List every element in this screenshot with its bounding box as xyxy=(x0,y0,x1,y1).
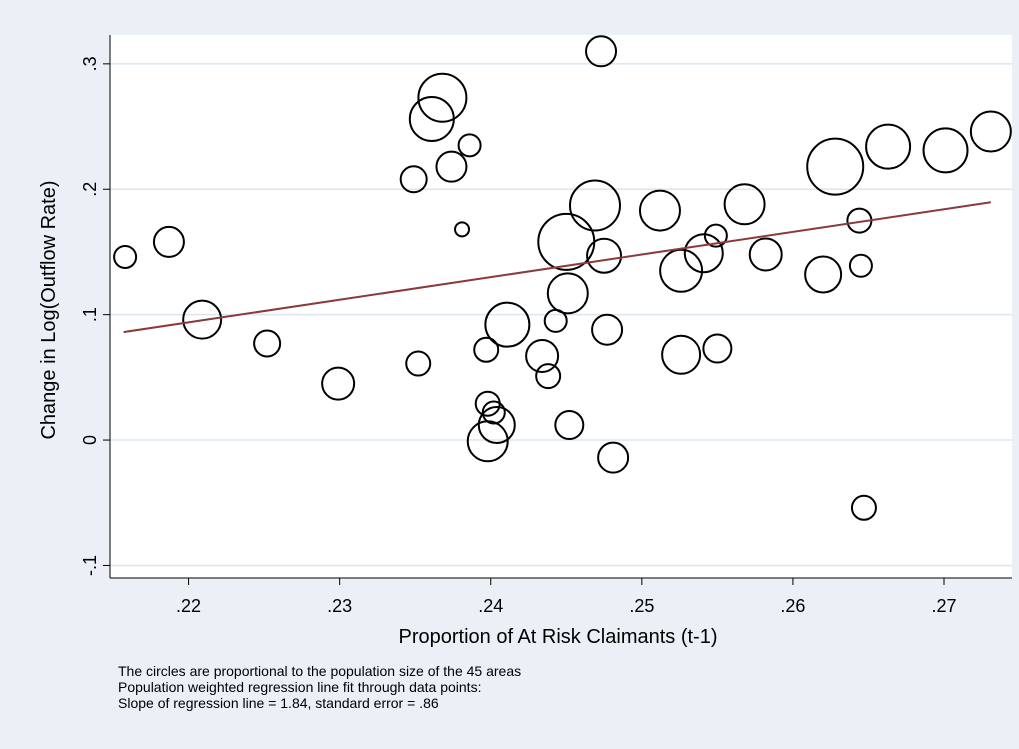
x-tick-label: .27 xyxy=(931,596,956,616)
bubble xyxy=(473,336,500,363)
bubble xyxy=(454,221,471,238)
y-tick-label: -.1 xyxy=(80,555,100,576)
x-tick-label: .22 xyxy=(176,596,201,616)
x-axis-title: Proportion of At Risk Claimants (t-1) xyxy=(399,626,718,648)
bubble xyxy=(546,272,589,315)
bubble xyxy=(804,255,843,294)
bubble xyxy=(399,165,428,194)
bubble xyxy=(865,123,912,170)
bubble xyxy=(321,366,356,401)
plot-area xyxy=(110,35,1012,578)
bubble xyxy=(253,329,282,358)
bubble xyxy=(591,313,624,346)
bubble xyxy=(748,237,783,272)
x-tick-label: .23 xyxy=(327,596,352,616)
bubble xyxy=(568,179,621,232)
bubble xyxy=(659,248,704,293)
bubble xyxy=(703,223,728,248)
bubble xyxy=(457,133,482,158)
bubble xyxy=(683,233,724,274)
note: The circles are proportional to the popu… xyxy=(118,663,521,679)
bubble xyxy=(638,189,681,232)
bubble xyxy=(477,406,516,445)
bubble xyxy=(525,339,560,374)
bubble xyxy=(152,225,185,258)
x-tick-label: .25 xyxy=(629,596,654,616)
bubble xyxy=(182,299,223,340)
bubble xyxy=(585,35,618,68)
x-tick-label: .26 xyxy=(780,596,805,616)
y-tick-label: .3 xyxy=(80,56,100,71)
bubble xyxy=(850,494,877,521)
bubble xyxy=(405,350,432,377)
bubble xyxy=(723,183,766,226)
bubble xyxy=(466,420,509,463)
bubble xyxy=(806,137,865,196)
y-tick-label: .1 xyxy=(80,307,100,322)
bubble xyxy=(417,72,468,123)
bubble xyxy=(702,333,733,364)
bubble xyxy=(484,301,531,348)
bubble xyxy=(113,244,138,269)
bubble xyxy=(554,410,585,441)
bubble xyxy=(535,363,562,390)
x-tick-label: .24 xyxy=(478,596,503,616)
bubble xyxy=(597,441,630,474)
bubble xyxy=(969,110,1012,153)
bubble xyxy=(848,253,873,278)
note: Slope of regression line = 1.84, standar… xyxy=(118,695,439,711)
y-axis-title: Change in Log(Outflow Rate) xyxy=(38,180,60,439)
y-tick-label: .2 xyxy=(80,182,100,197)
y-tick-label: 0 xyxy=(80,435,100,445)
bubble xyxy=(586,237,623,274)
bubble xyxy=(435,150,468,183)
bubble xyxy=(661,334,702,375)
note: Population weighted regression line fit … xyxy=(118,679,481,695)
bubble xyxy=(922,127,969,174)
regression-line xyxy=(123,201,991,334)
